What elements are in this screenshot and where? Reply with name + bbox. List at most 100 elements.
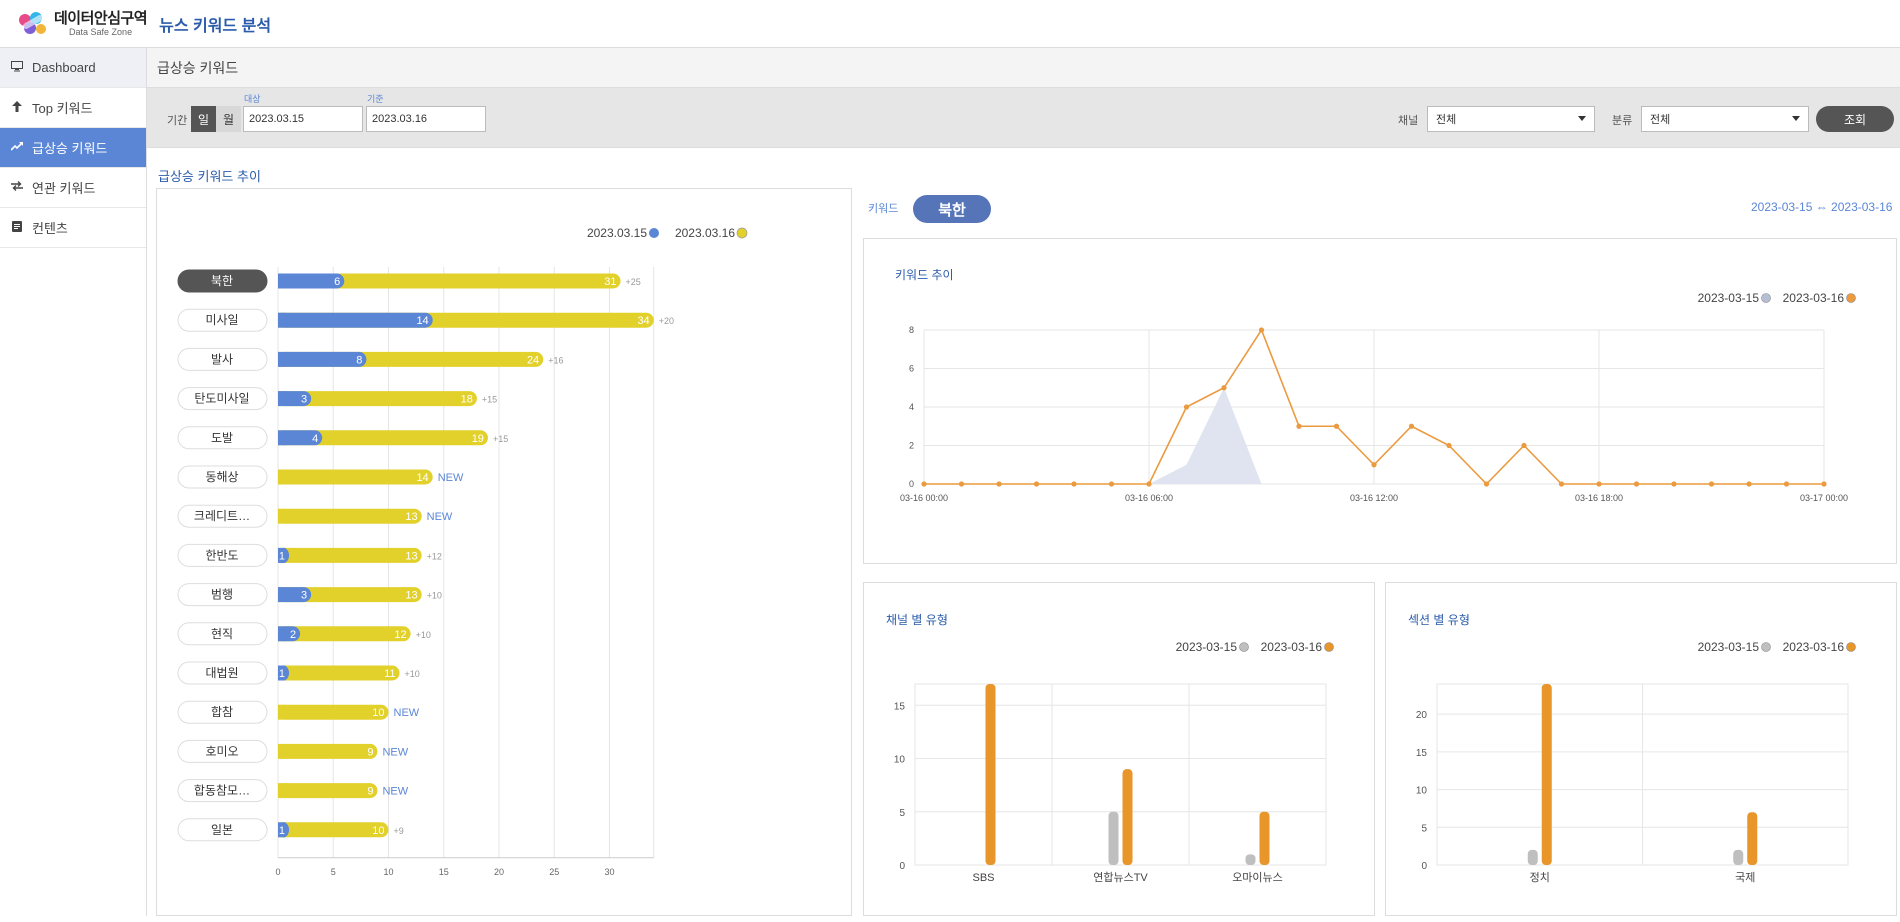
channel-type-bar-chart: 2023-03-15 2023-03-16 0 5 10 15 SBS 연합뉴스TV 오마이뉴스 — [894, 640, 1334, 884]
bar-current — [278, 469, 433, 485]
logo-sub-text: Data Safe Zone — [69, 26, 133, 37]
bar-previous-edge — [278, 626, 286, 642]
bar-current — [1747, 812, 1758, 865]
y-tick-label: 6 — [909, 364, 914, 374]
keyword-tag — [177, 308, 268, 332]
y-tick-label: 15 — [894, 701, 906, 712]
channel-select-value: 전체 — [1436, 114, 1457, 126]
data-point — [1746, 481, 1752, 487]
keyword-tag — [177, 739, 268, 763]
chevron-down-icon — [1578, 116, 1586, 121]
keyword-tag — [177, 661, 268, 685]
sidebar-item-related-keyword[interactable]: 연관 키워드 — [0, 168, 146, 208]
data-point — [1221, 385, 1227, 391]
x-tick-label: 10 — [383, 867, 393, 877]
keyword-tag-label: 일본 — [211, 823, 233, 837]
keyword-trend-panel: 키워드 추이 2023-03-15 2023-03-16 0 2 4 6 8 03-16 00… — [863, 238, 1897, 564]
bar-current-value: 11 — [384, 668, 395, 680]
diff-label: +9 — [394, 826, 404, 836]
bar-current — [278, 430, 488, 446]
keyword-tag-label: 한반도 — [205, 548, 238, 562]
bar-current — [1122, 769, 1133, 865]
bar-current-value: 31 — [604, 276, 616, 288]
base-date-input[interactable]: 2023.03.16 — [366, 106, 486, 132]
legend-label: 2023-03-15 — [1698, 291, 1760, 305]
sidebar-item-label: Top 키워드 — [32, 101, 93, 116]
keyword-tag-label: 크레디트… — [194, 509, 250, 523]
sidebar-item-dashboard[interactable]: Dashboard — [0, 48, 146, 88]
bar-previous-value: 4 — [312, 433, 318, 445]
bar-current — [278, 273, 621, 289]
keyword-tag-label: 동해상 — [205, 470, 238, 484]
page-title: 급상승 키워드 — [147, 48, 1900, 88]
x-tick-label: 20 — [494, 867, 504, 877]
legend-dot — [1761, 642, 1771, 652]
bar-current-value: 13 — [405, 590, 417, 602]
keyword-tag — [177, 779, 268, 803]
bar-current-edge — [278, 743, 286, 759]
keyword-tag-label: 도발 — [211, 431, 233, 445]
legend-dot — [736, 227, 748, 239]
data-point — [1408, 423, 1415, 429]
bar-current — [278, 743, 378, 759]
category-select[interactable]: 전체 — [1641, 106, 1809, 132]
bar-previous-edge — [278, 587, 286, 603]
channel-type-panel: 채널 별 유형 2023-03-15 2023-03-16 0 5 10 15 SBS 연합뉴… — [863, 582, 1375, 916]
section-title-rising-trend: 급상승 키워드 추이 — [158, 169, 261, 184]
bar-current — [278, 547, 422, 563]
legend-label: 2023-03-15 — [1698, 640, 1760, 654]
bar-previous — [278, 312, 433, 328]
bar-current — [278, 391, 477, 407]
data-point — [1783, 481, 1790, 487]
legend-dot — [649, 228, 659, 238]
target-date-input[interactable]: 2023.03.15 — [243, 106, 363, 132]
logo[interactable]: 데이터안심구역 Data Safe Zone — [16, 10, 148, 38]
period-label: 기간 — [167, 115, 188, 127]
bar-current-edge — [278, 508, 286, 524]
month-toggle[interactable]: 월 — [216, 106, 241, 132]
sidebar-item-contents[interactable]: 컨텐츠 — [0, 208, 146, 248]
keyword-tag — [177, 347, 268, 371]
data-point — [1371, 462, 1377, 468]
app-title[interactable]: 뉴스 키워드 분석 — [159, 17, 272, 35]
day-toggle[interactable]: 일 — [191, 106, 216, 132]
bar-previous — [1245, 854, 1256, 865]
filter-bar: 기간 : 일 월 대상 2023.03.15 기준 2023.03.16 채널 … — [147, 88, 1900, 148]
data-point — [1671, 481, 1677, 487]
x-tick-label: 5 — [331, 867, 336, 877]
bar-previous-edge — [278, 665, 286, 681]
keyword-label: 키워드 — [868, 203, 899, 215]
bar-current-value: 18 — [461, 394, 473, 406]
bar-previous-value: 3 — [301, 394, 307, 406]
new-badge: NEW — [427, 511, 453, 523]
keyword-tag — [177, 700, 268, 724]
bar-previous-edge — [278, 391, 286, 407]
keyword-tag — [177, 269, 268, 293]
sidebar-item-top-keyword[interactable]: Top 키워드 — [0, 88, 146, 128]
data-point — [1258, 327, 1265, 333]
keyword-tag-label: 대법원 — [205, 666, 238, 680]
bar-current — [278, 626, 411, 642]
bar-current-value: 34 — [637, 315, 649, 327]
channel-select[interactable]: 전체 — [1427, 106, 1595, 132]
new-badge: NEW — [394, 707, 420, 719]
bar-current-value: 9 — [367, 746, 373, 758]
y-tick-label: 5 — [899, 808, 905, 819]
bar-current-edge — [278, 783, 286, 799]
sidebar-item-rising-keyword[interactable]: 급상승 키워드 — [0, 128, 146, 168]
y-tick-label: 0 — [1421, 861, 1427, 872]
logo-icon — [19, 11, 46, 34]
bar-previous — [1527, 849, 1538, 865]
selected-keyword-pill[interactable]: 북한 — [913, 195, 991, 223]
search-button[interactable]: 조회 — [1816, 106, 1894, 132]
data-point — [1183, 404, 1190, 410]
new-badge: NEW — [382, 786, 408, 798]
data-point — [1446, 442, 1452, 449]
y-tick-label: 10 — [1416, 786, 1428, 797]
keyword-tag — [177, 387, 268, 411]
app-header: 데이터안심구역 Data Safe Zone 뉴스 키워드 분석 — [0, 0, 1900, 48]
bar-previous — [1108, 811, 1119, 865]
x-tick-label: 03-17 00:00 — [1800, 493, 1848, 503]
target-date-label: 대상 — [244, 94, 261, 104]
y-tick-label: 2 — [909, 441, 914, 451]
